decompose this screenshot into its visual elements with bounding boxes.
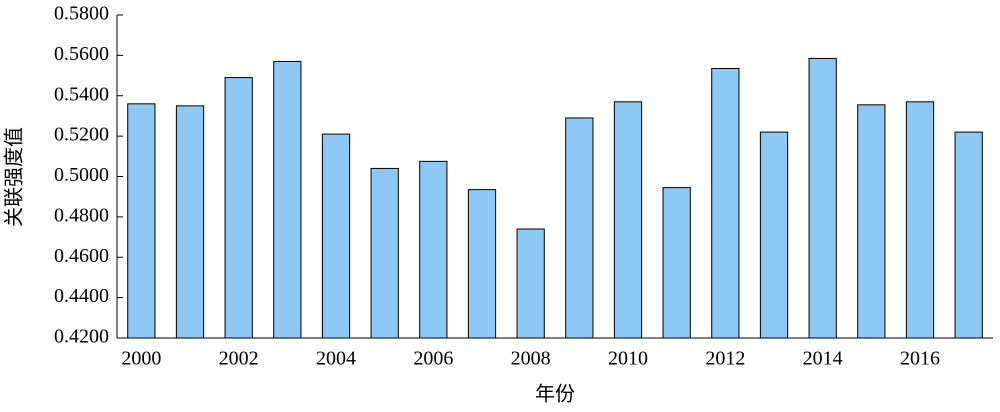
bar [224,77,253,339]
bar [711,67,740,339]
x-tick-label: 2006 [413,348,453,370]
x-tick-label: 2000 [121,348,161,370]
x-tick-label: 2008 [511,348,551,370]
y-tick-label: 0.5400 [54,83,109,105]
bar [175,105,205,339]
bar [370,167,399,339]
bar [759,131,789,339]
y-axis-title: 关联强度值 [3,127,26,227]
bar [808,57,837,339]
y-tick-label: 0.4600 [54,245,109,267]
bar [127,103,156,339]
x-tick-label: 2014 [803,348,843,370]
x-axis-title: 年份 [535,383,575,406]
y-tick-label: 0.4800 [54,204,109,226]
bar [467,189,497,339]
bar [273,60,302,339]
y-tick-label: 0.4200 [54,326,109,348]
x-tick-label: 2010 [608,348,648,370]
y-tick-label: 0.5000 [54,164,109,186]
bar [662,187,691,339]
bar [516,228,545,339]
y-tick-label: 0.5600 [54,43,109,65]
bar [565,117,594,339]
bar [954,131,983,339]
bar [613,101,643,339]
x-tick-label: 2002 [219,348,259,370]
bar [857,104,886,339]
bar [419,160,448,339]
bar [905,101,935,339]
x-tick-label: 2012 [705,348,745,370]
bar [321,133,351,339]
y-tick-label: 0.5800 [54,3,109,25]
x-tick-label: 2004 [316,348,356,370]
y-tick-label: 0.5200 [54,124,109,146]
y-tick-label: 0.4400 [54,285,109,307]
x-tick-label: 2016 [900,348,940,370]
